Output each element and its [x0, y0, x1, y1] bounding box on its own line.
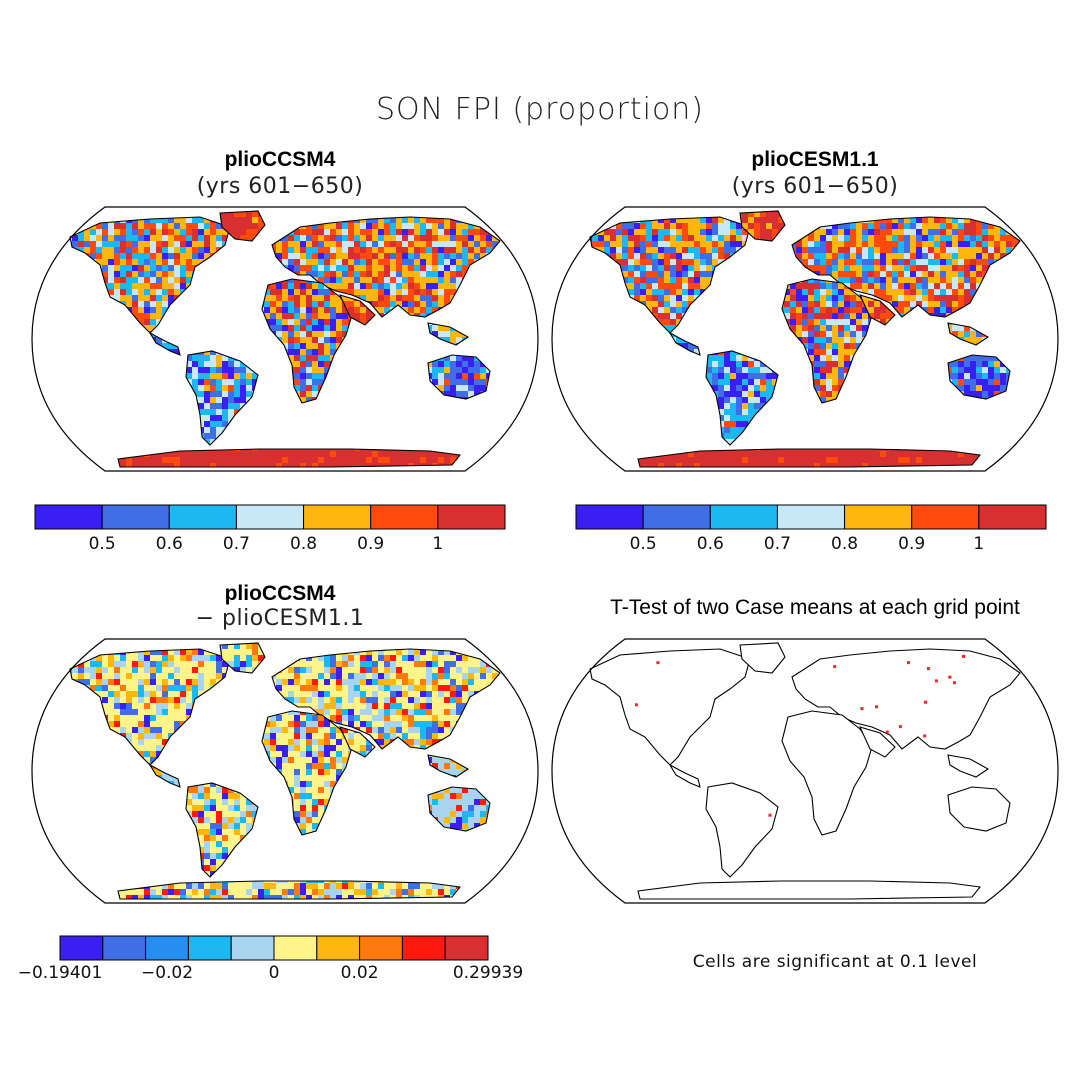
colorbar-swatch	[360, 936, 403, 960]
colorbar-swatch	[912, 505, 979, 529]
colorbar-top-right	[576, 505, 1046, 529]
colorbar-swatch	[979, 505, 1046, 529]
colorbar-tick-label: 1	[432, 534, 443, 554]
colorbar-swatch	[402, 936, 445, 960]
map-panel-bottom-right	[550, 637, 1060, 905]
figure-title: SON FPI (proportion)	[0, 92, 1080, 127]
colorbar-tick-label: 0.9	[898, 534, 925, 554]
colorbar-swatch	[438, 505, 505, 529]
colorbar-tick-label: −0.19401	[18, 963, 103, 983]
colorbar-tick-label: 0.8	[290, 534, 317, 554]
colorbar-tick-label: 0.7	[764, 534, 791, 554]
panel-subtitle-top-left: (yrs 601−650)	[60, 174, 500, 199]
colorbar-swatch	[845, 505, 912, 529]
colorbar-tick-label: 1	[973, 534, 984, 554]
colorbar-swatch	[317, 936, 360, 960]
colorbar-tick-label: 0.29939	[453, 963, 523, 983]
colorbar-tick-label: 0.5	[630, 534, 657, 554]
colorbar-swatch	[146, 936, 189, 960]
map-panel-top-left	[30, 205, 540, 473]
colorbar-tick-label: 0.02	[341, 963, 379, 983]
colorbar-swatch	[103, 936, 146, 960]
colorbar-tick-label: 0	[269, 963, 280, 983]
colorbar-swatch	[304, 505, 371, 529]
panel-title-top-left: plioCCSM4	[60, 148, 500, 172]
colorbar-tick-label: 0.6	[697, 534, 724, 554]
colorbar-swatch	[60, 936, 103, 960]
colorbar-bottom-left-ticks: −0.19401 −0.02 0 0.02 0.29939	[60, 963, 488, 985]
colorbar-swatch	[188, 936, 231, 960]
map-panel-bottom-left	[30, 637, 540, 905]
colorbar-swatch	[35, 505, 102, 529]
panel-title-top-right: plioCESM1.1	[595, 148, 1035, 172]
colorbar-top-left-ticks: 0.5 0.6 0.7 0.8 0.9 1	[35, 534, 505, 556]
colorbar-swatch	[371, 505, 438, 529]
colorbar-swatch	[274, 936, 317, 960]
colorbar-top-right-ticks: 0.5 0.6 0.7 0.8 0.9 1	[576, 534, 1046, 556]
colorbar-swatch	[710, 505, 777, 529]
colorbar-swatch	[576, 505, 643, 529]
colorbar-swatch	[102, 505, 169, 529]
colorbar-top-left	[35, 505, 505, 529]
colorbar-tick-label: −0.02	[141, 963, 193, 983]
colorbar-swatch	[236, 505, 303, 529]
colorbar-tick-label: 0.6	[156, 534, 183, 554]
panel-title-bottom-right: T-Test of two Case means at each grid po…	[550, 596, 1080, 620]
panel-subtitle-top-right: (yrs 601−650)	[595, 174, 1035, 199]
panel-subtitle-bottom-left: − plioCESM1.1	[60, 606, 500, 631]
colorbar-swatch	[643, 505, 710, 529]
colorbar-swatch	[445, 936, 488, 960]
colorbar-bottom-left	[60, 936, 488, 960]
colorbar-tick-label: 0.9	[357, 534, 384, 554]
colorbar-swatch	[169, 505, 236, 529]
colorbar-tick-label: 0.5	[89, 534, 116, 554]
colorbar-swatch	[777, 505, 844, 529]
map-panel-top-right	[550, 205, 1060, 473]
panel-title-bottom-left: plioCCSM4	[60, 582, 500, 606]
significance-note: Cells are significant at 0.1 level	[620, 952, 1050, 972]
colorbar-tick-label: 0.7	[223, 534, 250, 554]
colorbar-swatch	[231, 936, 274, 960]
colorbar-tick-label: 0.8	[831, 534, 858, 554]
